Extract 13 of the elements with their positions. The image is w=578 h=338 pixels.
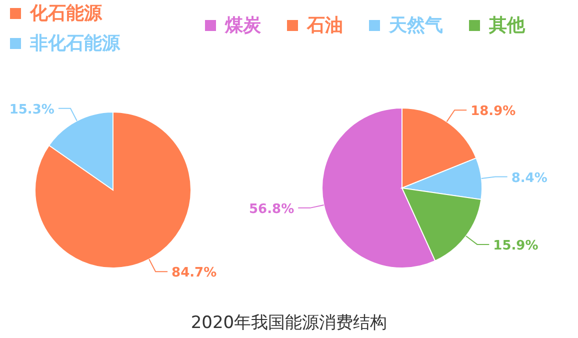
legend-label: 非化石能源 — [29, 33, 121, 54]
data-label: 56.8% — [249, 202, 294, 217]
data-label: 15.3% — [9, 102, 54, 118]
legend-label: 煤炭 — [224, 15, 262, 36]
legend-label: 其他 — [488, 15, 526, 36]
text: 2020年我国能源消费结构 — [190, 313, 388, 333]
legend-label: 化石能源 — [29, 3, 103, 24]
data-label: 84.7% — [172, 266, 217, 281]
legend-label: 天然气 — [388, 15, 443, 36]
data-label: 18.9% — [470, 104, 516, 120]
legend-label: 石油 — [306, 15, 343, 36]
data-label: 8.4% — [511, 170, 548, 186]
data-label: 15.9% — [493, 238, 538, 254]
